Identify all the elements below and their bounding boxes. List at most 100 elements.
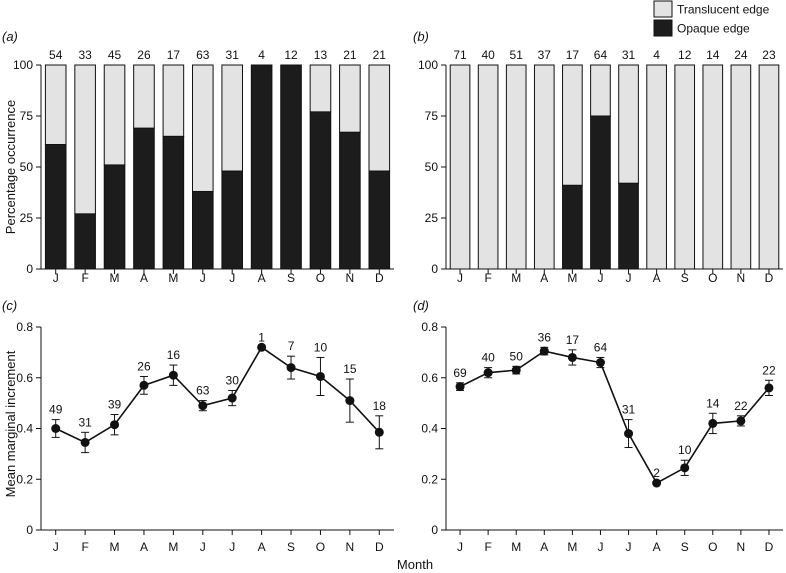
sample-size-label: 12 — [678, 48, 692, 62]
y-tick-label: 0.6 — [421, 371, 438, 385]
sample-size-label: 17 — [566, 333, 580, 347]
sample-size-label: 22 — [734, 399, 748, 413]
y-axis-title-top: Percentage occurrence — [3, 100, 18, 234]
x-tick-label: S — [287, 540, 295, 554]
bar-translucent — [133, 64, 155, 129]
x-tick-label: A — [258, 540, 266, 554]
sample-size-label: 26 — [137, 48, 151, 62]
series-line — [55, 346, 380, 444]
legend-swatch-translucent — [653, 0, 673, 18]
x-tick-label: D — [375, 271, 384, 285]
x-tick-label: M — [511, 540, 521, 554]
sample-size-label: 26 — [137, 359, 151, 373]
bar-translucent — [646, 64, 667, 270]
panel-label-a: (a) — [2, 29, 18, 44]
x-tick-label: N — [737, 540, 746, 554]
data-point — [345, 396, 355, 406]
bar-translucent — [449, 64, 471, 270]
panel-b: 0 25 50 75 100 J F M A M J J A S O N D 71 40 51 37 17 64 31 4 12 1… — [418, 48, 783, 285]
x-tick-label: J — [200, 271, 206, 285]
bar-translucent — [103, 64, 126, 166]
x-tick-label: M — [168, 271, 178, 285]
data-point — [110, 420, 120, 430]
y-tick-label: 0.2 — [421, 472, 438, 486]
x-tick-label: A — [540, 540, 548, 554]
bar-opaque — [191, 190, 214, 270]
y-tick-label: 0.4 — [421, 422, 438, 436]
bar-translucent — [221, 64, 244, 172]
sample-size-label: 33 — [78, 48, 92, 62]
data-point — [315, 371, 325, 381]
sample-size-label: 12 — [284, 48, 298, 62]
panel-d: 0 0.2 0.4 0.6 0.8 J F M A M J J A S O N D 69 40 50 36 17 64 31 2… — [421, 320, 783, 554]
y-tick-label: 75 — [20, 109, 34, 123]
data-point — [168, 370, 178, 380]
y-tick-label: 25 — [20, 211, 34, 225]
bar-opaque — [590, 115, 611, 270]
y-tick-label: 0 — [431, 523, 438, 537]
x-tick-label: J — [53, 540, 59, 554]
data-point — [511, 365, 521, 375]
sample-size-label: 40 — [481, 351, 495, 365]
x-tick-label: M — [567, 271, 577, 285]
legend: Translucent edge Opaque edge — [653, 0, 770, 37]
legend-label-opaque: Opaque edge — [677, 22, 750, 36]
y-tick-label: 50 — [425, 160, 439, 174]
data-point — [51, 424, 61, 433]
y-tick-label: 100 — [13, 58, 33, 72]
y-tick-label: 0 — [26, 262, 33, 276]
bar-opaque — [618, 182, 639, 270]
bar-translucent — [162, 64, 185, 137]
data-point — [708, 418, 718, 428]
y-tick-label: 0.4 — [16, 422, 33, 436]
y-tick-label: 0.2 — [16, 472, 33, 486]
sample-size-label: 14 — [706, 396, 720, 410]
x-tick-label: M — [168, 540, 178, 554]
bar-opaque — [221, 170, 244, 270]
sample-size-label: 16 — [167, 348, 181, 362]
bar-translucent — [505, 64, 527, 270]
data-point — [624, 429, 634, 439]
data-point — [567, 352, 577, 362]
data-point — [227, 393, 237, 403]
sample-size-label: 31 — [78, 415, 92, 429]
sample-size-label: 17 — [566, 48, 580, 62]
x-tick-label: F — [81, 540, 88, 554]
bar-opaque — [162, 135, 185, 270]
y-tick-label: 50 — [20, 160, 34, 174]
x-tick-label: O — [316, 540, 325, 554]
sample-size-label: 39 — [108, 398, 122, 412]
data-point — [680, 463, 690, 473]
bar-translucent — [191, 64, 214, 192]
bar-translucent — [702, 64, 724, 270]
sample-size-label: 13 — [314, 48, 328, 62]
data-point — [198, 401, 208, 411]
x-tick-label: J — [229, 271, 235, 285]
sample-size-label: 18 — [373, 399, 387, 413]
bar-translucent — [368, 64, 391, 172]
sample-size-label: 63 — [196, 384, 210, 398]
bar-translucent — [339, 64, 361, 133]
x-tick-label: S — [681, 271, 689, 285]
x-tick-label: A — [258, 271, 266, 285]
sample-size-label: 31 — [226, 48, 240, 62]
sample-size-label: 7 — [288, 339, 295, 353]
bar-opaque — [250, 64, 273, 270]
x-tick-label: O — [708, 540, 717, 554]
data-point — [80, 437, 90, 447]
x-tick-label: F — [81, 271, 88, 285]
x-tick-label: J — [457, 271, 463, 285]
x-tick-label: D — [375, 540, 384, 554]
bar-opaque — [74, 213, 96, 270]
sample-size-label: 21 — [343, 48, 357, 62]
x-tick-label: J — [200, 540, 206, 554]
bar-translucent — [562, 64, 583, 186]
bar-translucent — [674, 64, 696, 270]
sample-size-label: 24 — [734, 48, 748, 62]
y-tick-label: 0.6 — [16, 371, 33, 385]
x-tick-label: D — [765, 271, 774, 285]
panel-label-b: (b) — [413, 29, 429, 44]
data-point — [374, 427, 384, 437]
x-tick-label: J — [626, 540, 632, 554]
